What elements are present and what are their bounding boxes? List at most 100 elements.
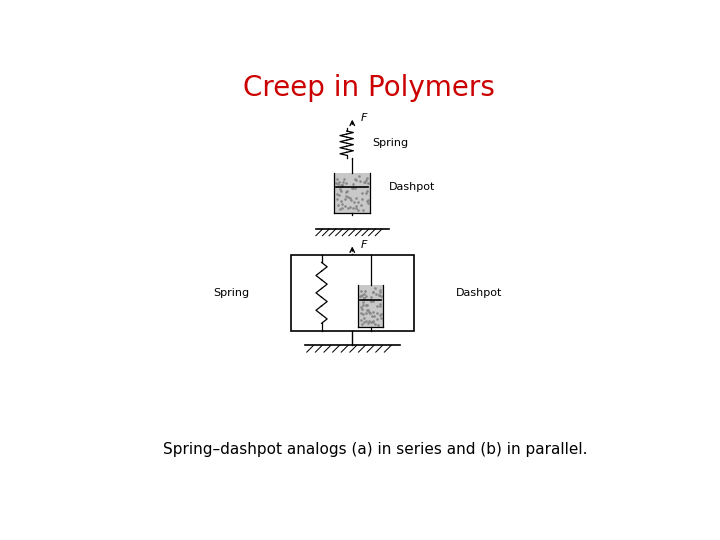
Point: [367, 297, 379, 306]
Point: [331, 195, 343, 204]
Point: [361, 173, 372, 182]
Point: [362, 199, 374, 208]
Point: [343, 192, 354, 201]
Point: [333, 178, 344, 186]
Point: [335, 184, 346, 193]
Point: [350, 193, 361, 202]
Point: [356, 189, 368, 198]
Point: [362, 179, 374, 188]
Point: [361, 308, 372, 317]
Point: [347, 184, 359, 192]
Point: [334, 205, 346, 214]
Polygon shape: [358, 285, 383, 327]
Point: [355, 309, 366, 318]
Point: [364, 307, 375, 316]
Point: [361, 316, 372, 325]
Point: [331, 175, 343, 184]
Point: [350, 204, 361, 212]
Point: [358, 294, 369, 302]
Point: [337, 180, 348, 189]
Point: [360, 287, 372, 295]
Point: [341, 187, 352, 196]
Text: Spring–dashpot analogs (a) in series and (b) in parallel.: Spring–dashpot analogs (a) in series and…: [163, 442, 587, 457]
Point: [340, 202, 351, 211]
Point: [348, 198, 359, 207]
Point: [358, 294, 369, 303]
Point: [374, 286, 386, 294]
Point: [364, 309, 375, 318]
Point: [361, 300, 373, 309]
Point: [359, 293, 370, 302]
Bar: [291, 255, 413, 331]
Point: [365, 296, 377, 305]
Point: [349, 175, 361, 184]
Text: F: F: [361, 113, 367, 123]
Text: F: F: [361, 240, 367, 250]
Point: [375, 292, 387, 300]
Point: [370, 289, 382, 298]
Text: Spring: Spring: [372, 138, 408, 148]
Point: [373, 291, 384, 299]
Text: Spring: Spring: [213, 288, 249, 298]
Point: [367, 318, 379, 327]
Point: [347, 204, 359, 212]
Point: [374, 300, 386, 308]
Point: [374, 290, 385, 299]
Point: [372, 302, 383, 310]
Point: [340, 188, 351, 197]
Point: [367, 288, 379, 297]
Point: [356, 200, 367, 209]
Point: [357, 300, 369, 309]
Text: Creep in Polymers: Creep in Polymers: [243, 73, 495, 102]
Point: [341, 192, 352, 200]
Point: [365, 296, 377, 305]
Point: [330, 179, 342, 187]
Text: Dashpot: Dashpot: [456, 288, 502, 298]
Point: [362, 196, 374, 205]
Point: [362, 318, 374, 327]
Point: [359, 178, 370, 186]
Point: [346, 184, 358, 192]
Polygon shape: [334, 173, 370, 213]
Point: [344, 193, 356, 202]
Point: [337, 178, 348, 186]
Point: [336, 181, 348, 190]
Point: [332, 190, 343, 198]
Point: [332, 179, 343, 188]
Point: [345, 195, 356, 204]
Point: [369, 312, 380, 320]
Point: [366, 312, 377, 321]
Point: [347, 180, 359, 188]
Point: [361, 301, 372, 309]
Point: [358, 293, 369, 302]
Text: Dashpot: Dashpot: [389, 183, 435, 192]
Point: [354, 177, 366, 186]
Point: [355, 303, 366, 312]
Point: [333, 191, 345, 200]
Point: [374, 310, 386, 319]
Point: [336, 200, 348, 208]
Point: [367, 287, 379, 296]
Point: [336, 181, 347, 190]
Point: [361, 305, 372, 314]
Point: [371, 315, 382, 323]
Point: [350, 184, 361, 192]
Point: [356, 291, 367, 299]
Point: [369, 320, 380, 328]
Point: [361, 186, 373, 195]
Point: [340, 179, 351, 188]
Point: [375, 310, 387, 319]
Point: [338, 174, 350, 183]
Point: [336, 187, 347, 195]
Point: [369, 284, 381, 292]
Point: [365, 292, 377, 301]
Point: [359, 314, 370, 322]
Point: [360, 188, 372, 197]
Point: [364, 316, 375, 325]
Point: [353, 205, 364, 214]
Point: [356, 320, 368, 328]
Point: [355, 287, 366, 296]
Point: [371, 308, 382, 317]
Point: [332, 201, 343, 210]
Point: [375, 313, 387, 322]
